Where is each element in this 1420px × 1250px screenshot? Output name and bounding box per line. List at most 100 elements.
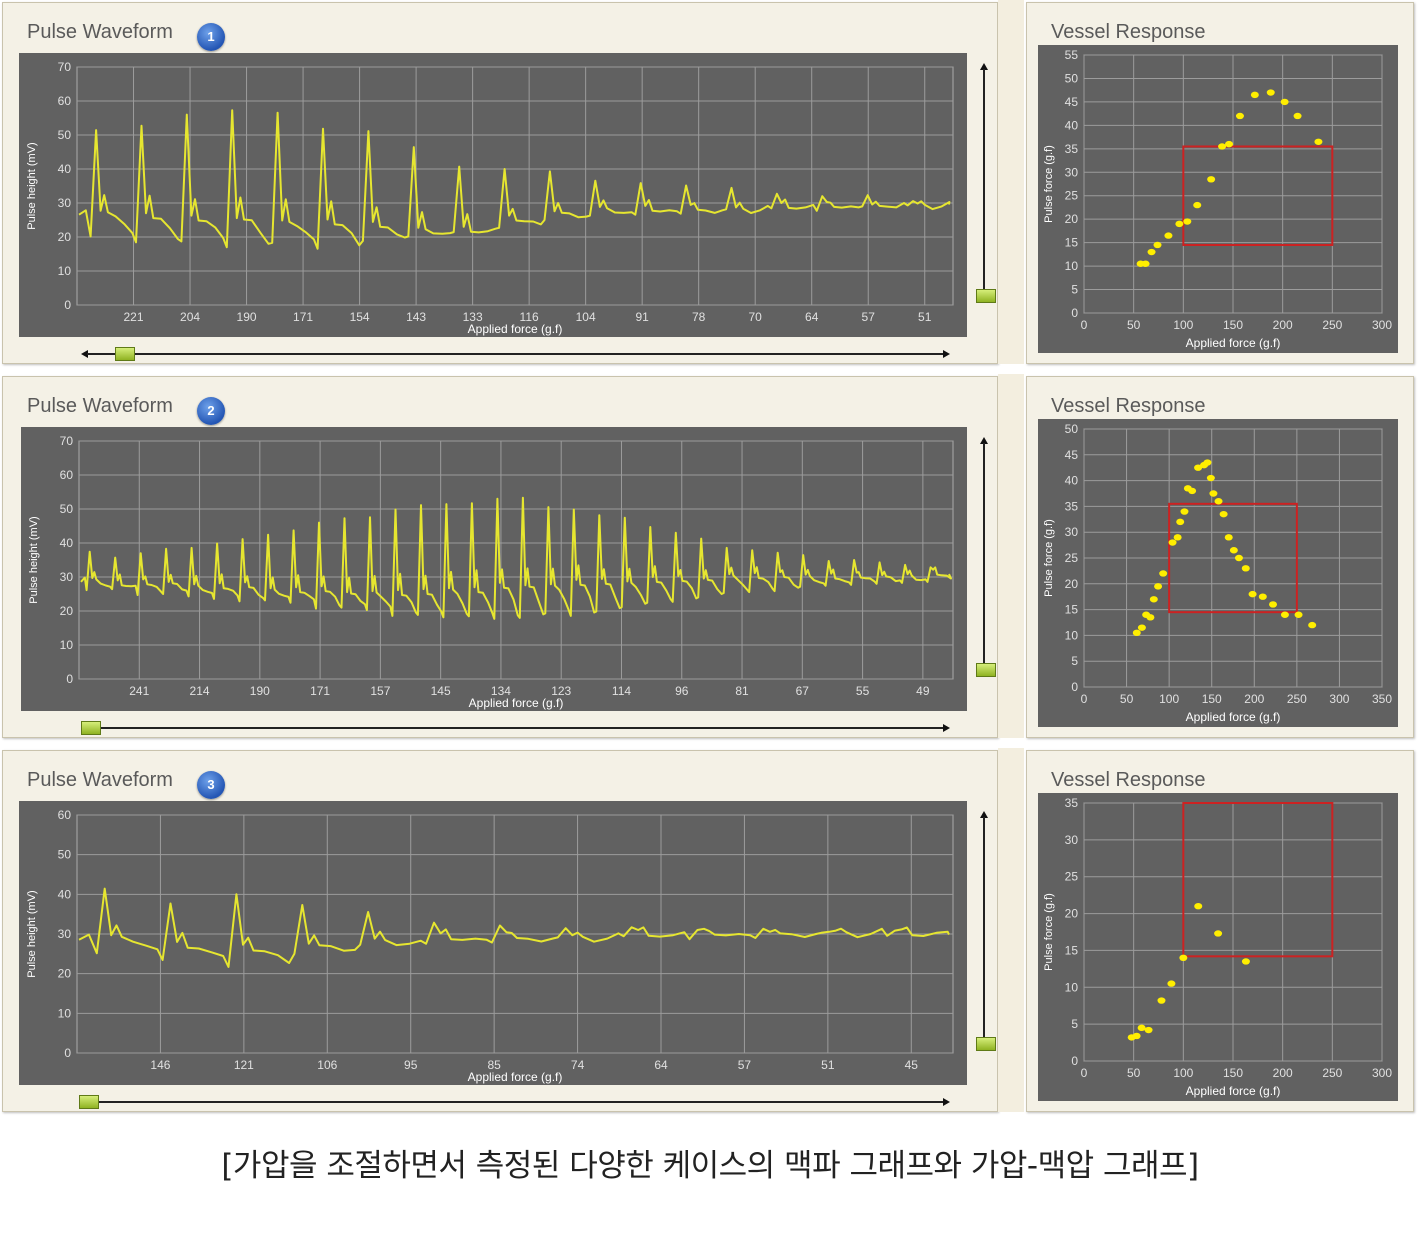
divider [998, 374, 1024, 738]
data-point [1175, 220, 1184, 228]
x-tick-label: 78 [692, 310, 706, 324]
y-tick-label: 10 [60, 638, 74, 652]
x-tick-label: 241 [129, 684, 149, 698]
vertical-scroll-thumb[interactable] [976, 289, 996, 303]
data-point [1214, 930, 1223, 937]
vessel-response-panel-1: Vessel Response 0 5 10 15 20 25 30 35 40 45 50 55 0 5… [1026, 2, 1414, 364]
y-tick-label: 15 [1065, 943, 1079, 957]
data-point [1164, 232, 1173, 239]
y-axis-label: Pulse force (g.f) [1043, 519, 1055, 597]
x-tick-label: 300 [1372, 1066, 1392, 1080]
x-tick-label: 134 [491, 684, 511, 698]
x-tick-label: 106 [317, 1058, 337, 1072]
x-tick-label: 96 [675, 684, 689, 698]
y-tick-label: 50 [1065, 71, 1079, 85]
horizontal-scrollbar-track[interactable] [89, 1101, 943, 1103]
x-tick-label: 57 [738, 1058, 752, 1072]
scroll-up-arrow-icon[interactable] [980, 811, 988, 818]
pulse-waveform-chart: 0 10 20 30 40 50 60 70 241 214 190 171 157 145 134 123 1… [28, 434, 954, 710]
data-point [1250, 91, 1259, 99]
data-point [1146, 614, 1155, 621]
scroll-right-arrow-icon[interactable] [943, 1098, 950, 1106]
x-tick-label: 171 [293, 310, 313, 324]
horizontal-scroll-thumb[interactable] [81, 721, 101, 735]
x-axis-label: Applied force (g.f) [1186, 336, 1281, 350]
data-point [1218, 143, 1227, 150]
y-tick-label: 70 [60, 434, 74, 448]
horizontal-scroll-thumb[interactable] [115, 347, 135, 361]
vessel-response-title: Vessel Response [1051, 769, 1206, 791]
x-tick-label: 157 [370, 684, 390, 698]
badge-number: 1 [197, 23, 225, 51]
y-tick-label: 0 [64, 1046, 71, 1060]
y-tick-label: 45 [1065, 448, 1079, 462]
data-point [1248, 590, 1257, 598]
x-axis-label: Applied force (g.f) [1186, 1084, 1281, 1098]
row-2: Pulse Waveform 2 0 10 20 30 40 50 60 70 241 214 19… [0, 374, 1420, 738]
y-axis-label: Pulse height (mV) [26, 890, 38, 977]
x-tick-label: 250 [1322, 1066, 1342, 1080]
scroll-right-arrow-icon[interactable] [943, 350, 950, 358]
vertical-scrollbar-track[interactable] [983, 817, 985, 1037]
pulse-trace-line [80, 496, 952, 620]
x-tick-label: 123 [551, 684, 571, 698]
y-tick-label: 50 [60, 502, 74, 516]
pulse-waveform-chart: 0 10 20 30 40 50 60 146 121 106 95 85 74 64 57 51 45 Appl… [26, 808, 954, 1084]
x-tick-label: 214 [190, 684, 210, 698]
x-tick-label: 51 [821, 1058, 835, 1072]
data-point [1203, 459, 1212, 466]
y-tick-label: 10 [58, 264, 72, 278]
data-point [1294, 611, 1303, 618]
x-tick-label: 50 [1120, 692, 1134, 706]
pulse-trace-line [78, 887, 950, 968]
vertical-scroll-thumb[interactable] [976, 1037, 996, 1051]
scroll-up-arrow-icon[interactable] [980, 437, 988, 444]
x-tick-label: 133 [463, 310, 483, 324]
vessel-response-chart: 0 5 10 15 20 25 30 35 40 45 50 55 0 50 100 150 200 250 300… [1043, 48, 1392, 350]
vertical-scroll-thumb[interactable] [976, 663, 996, 677]
data-point [1224, 534, 1233, 541]
x-tick-label: 116 [520, 310, 539, 324]
y-tick-label: 5 [1071, 1017, 1078, 1031]
data-point [1183, 218, 1192, 225]
data-point [1308, 621, 1317, 629]
data-point [1159, 570, 1168, 577]
data-point [1188, 487, 1197, 495]
y-tick-label: 40 [58, 162, 72, 176]
y-tick-label: 10 [1065, 259, 1079, 273]
x-tick-label: 150 [1223, 318, 1243, 332]
x-tick-label: 171 [310, 684, 330, 698]
x-tick-label: 0 [1081, 318, 1088, 332]
horizontal-scrollbar-track[interactable] [89, 727, 943, 729]
scroll-up-arrow-icon[interactable] [980, 63, 988, 70]
y-tick-label: 35 [1065, 796, 1079, 810]
pulse-waveform-title: Pulse Waveform [27, 395, 173, 417]
y-tick-label: 20 [1065, 907, 1079, 921]
x-tick-label: 81 [735, 684, 749, 698]
scroll-left-arrow-icon[interactable] [81, 350, 88, 358]
data-point [1258, 593, 1267, 600]
vertical-scrollbar-track[interactable] [983, 443, 985, 663]
plot-frame [78, 440, 954, 680]
y-tick-label: 40 [1065, 474, 1079, 488]
y-tick-label: 15 [1065, 236, 1079, 250]
data-point [1219, 510, 1228, 518]
figure-caption: [가압을 조절하면서 측정된 다양한 케이스의 맥파 그래프와 가압-맥압 그래… [221, 1148, 1199, 1184]
vertical-scrollbar-track[interactable] [983, 69, 985, 289]
pulse-waveform-title: Pulse Waveform [27, 21, 173, 43]
horizontal-scroll-thumb[interactable] [79, 1095, 99, 1109]
y-tick-label: 10 [1065, 980, 1079, 994]
horizontal-scrollbar-track[interactable] [87, 353, 943, 355]
y-tick-label: 40 [60, 536, 74, 550]
y-tick-label: 25 [1065, 870, 1079, 884]
data-point [1168, 539, 1177, 546]
x-tick-label: 57 [862, 310, 876, 324]
x-tick-label: 85 [487, 1058, 501, 1072]
y-tick-label: 0 [1071, 680, 1078, 694]
x-tick-label: 250 [1322, 318, 1342, 332]
data-point [1269, 601, 1278, 608]
data-point [1132, 1032, 1141, 1040]
pulse-waveform-chart: 0 10 20 30 40 50 60 70 221 204 190 171 154 143 133 116 1… [26, 60, 954, 336]
scroll-right-arrow-icon[interactable] [943, 724, 950, 732]
y-tick-label: 0 [1071, 306, 1078, 320]
